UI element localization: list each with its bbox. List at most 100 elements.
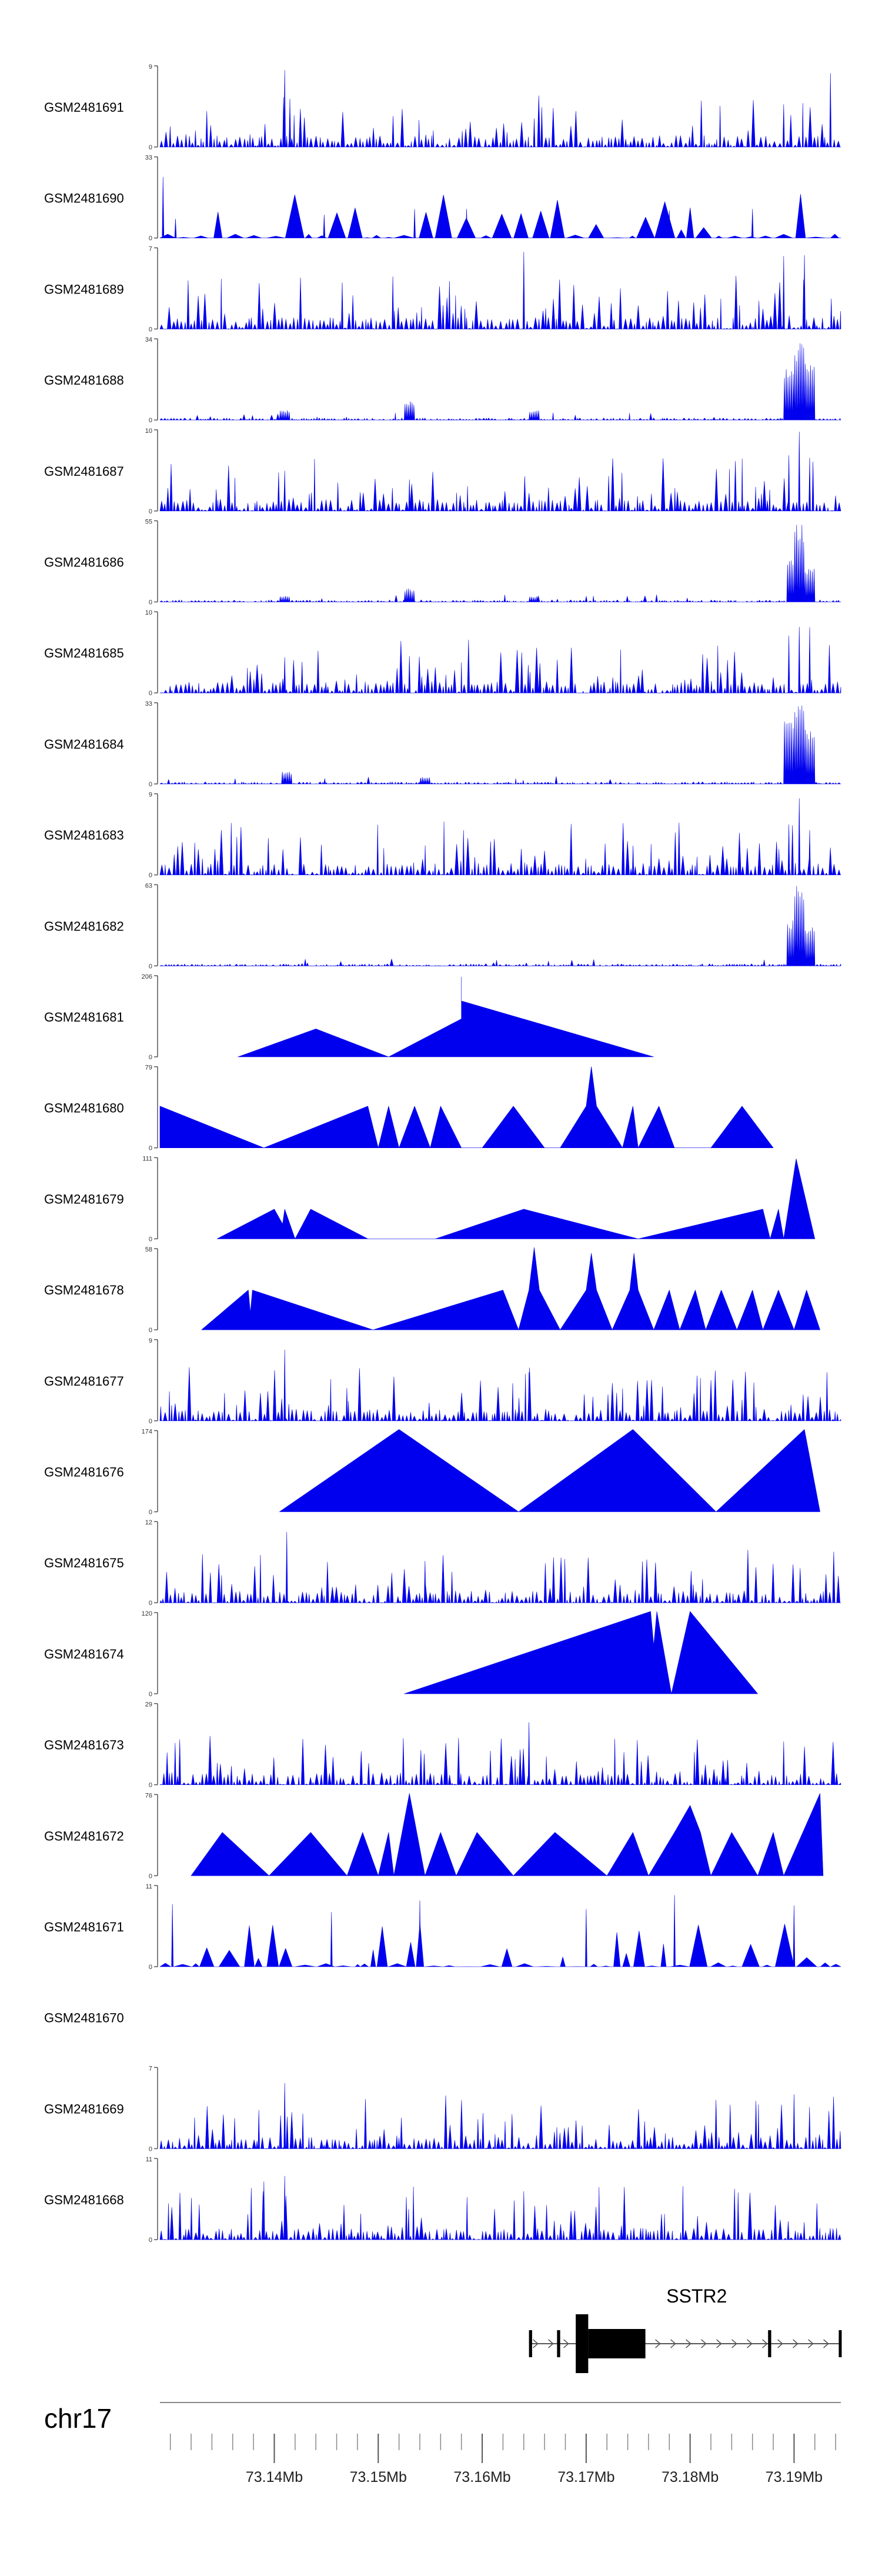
coverage-area xyxy=(159,176,841,239)
track-label: GSM2481685 xyxy=(44,646,124,660)
y-axis-max-label: 10 xyxy=(145,428,152,435)
track-label: GSM2481687 xyxy=(44,464,124,479)
strand-arrow-icon xyxy=(670,2339,676,2348)
y-axis-max-label: 34 xyxy=(145,336,152,343)
coverage-area xyxy=(159,798,841,875)
tracks-layer: GSM248169190GSM2481690330GSM248168970GSM… xyxy=(44,64,841,2244)
track-GSM2481688: GSM2481688 34 0 xyxy=(44,336,841,424)
coverage-area xyxy=(159,1066,774,1148)
y-axis-max-label: 79 xyxy=(145,1065,152,1072)
strand-arrow-icon xyxy=(655,2339,661,2348)
track-GSM2481681: GSM2481681 206 0 xyxy=(44,973,654,1061)
track-GSM2481671: GSM2481671 11 0 xyxy=(44,1883,841,1971)
coverage-area xyxy=(201,1247,820,1330)
strand-arrow-icon xyxy=(716,2339,722,2348)
coverage-area xyxy=(159,1531,841,1603)
y-axis-max-label: 206 xyxy=(142,973,152,980)
coverage-area xyxy=(159,626,841,693)
genome-tick-label: 73.14Mb xyxy=(246,2469,303,2485)
track-GSM2481691: GSM2481691 9 0 xyxy=(44,64,841,151)
strand-arrow-icon xyxy=(563,2339,569,2348)
y-axis-zero-label: 0 xyxy=(149,417,152,424)
genome-tick-label: 73.18Mb xyxy=(662,2469,719,2485)
gene-exon xyxy=(768,2330,771,2357)
gene-exon xyxy=(557,2330,560,2357)
genome-tick-label: 73.19Mb xyxy=(766,2469,823,2485)
track-GSM2481684: GSM2481684 33 0 xyxy=(44,700,841,788)
track-label: GSM2481670 xyxy=(44,2011,124,2026)
y-axis-max-label: 55 xyxy=(145,519,152,526)
track-label: GSM2481681 xyxy=(44,1010,124,1025)
strand-arrow-icon xyxy=(823,2339,829,2348)
y-axis-max-label: 11 xyxy=(146,1883,152,1890)
y-axis-zero-label: 0 xyxy=(149,1236,152,1243)
y-axis-zero-label: 0 xyxy=(149,1327,152,1334)
strand-arrow-icon xyxy=(747,2339,753,2348)
coverage-area xyxy=(159,886,841,966)
track-label: GSM2481671 xyxy=(44,1920,124,1934)
coverage-area xyxy=(238,976,654,1057)
genome-tick-label: 73.15Mb xyxy=(350,2469,407,2485)
coverage-area xyxy=(159,2175,841,2240)
gene-exon xyxy=(838,2330,842,2357)
y-axis-zero-label: 0 xyxy=(149,1964,152,1971)
coverage-area xyxy=(159,2083,841,2149)
strand-arrow-icon xyxy=(731,2339,737,2348)
gene-exon xyxy=(576,2314,589,2373)
coverage-area xyxy=(279,1429,820,1512)
track-GSM2481675: GSM2481675 12 0 xyxy=(44,1519,841,1607)
y-axis-zero-label: 0 xyxy=(149,2145,152,2153)
y-axis-zero-label: 0 xyxy=(149,1145,152,1152)
y-axis-max-label: 11 xyxy=(146,2156,152,2163)
y-axis-max-label: 33 xyxy=(145,155,152,162)
y-axis-zero-label: 0 xyxy=(149,1873,152,1880)
y-axis-max-label: 33 xyxy=(145,700,152,708)
track-label: GSM2481688 xyxy=(44,373,124,388)
y-axis-max-label: 7 xyxy=(149,2065,152,2072)
y-axis-zero-label: 0 xyxy=(149,508,152,515)
gene-name-label: SSTR2 xyxy=(666,2285,727,2307)
track-label: GSM2481679 xyxy=(44,1192,124,1206)
track-GSM2481669: GSM2481669 7 0 xyxy=(44,2065,841,2153)
track-GSM2481690: GSM2481690 33 0 xyxy=(44,155,841,242)
gene-exon xyxy=(529,2330,532,2357)
track-GSM2481683: GSM2481683 9 0 xyxy=(44,792,841,879)
y-axis-zero-label: 0 xyxy=(149,1782,152,1789)
strand-arrow-icon xyxy=(701,2339,707,2348)
track-GSM2481674: GSM2481674 120 0 xyxy=(44,1610,758,1698)
y-axis-max-label: 9 xyxy=(149,792,152,799)
track-GSM2481680: GSM2481680 79 0 xyxy=(44,1065,774,1152)
track-GSM2481687: GSM2481687 10 0 xyxy=(44,428,841,515)
genome-axis-layer: chr17 73.14Mb 73.15Mb 73.16Mb 73.17Mb 73.18M… xyxy=(44,2402,841,2485)
y-axis-zero-label: 0 xyxy=(149,1600,152,1607)
y-axis-max-label: 12 xyxy=(145,1519,152,1526)
y-axis-zero-label: 0 xyxy=(149,599,152,606)
y-axis-zero-label: 0 xyxy=(149,1691,152,1698)
track-label: GSM2481668 xyxy=(44,2193,124,2207)
track-label: GSM2481674 xyxy=(44,1647,124,1661)
track-label: GSM2481677 xyxy=(44,1374,124,1389)
y-axis-max-label: 120 xyxy=(142,1610,152,1617)
track-GSM2481678: GSM2481678 58 0 xyxy=(44,1246,820,1334)
coverage-area xyxy=(159,1722,841,1785)
y-axis-zero-label: 0 xyxy=(149,1509,152,1516)
strand-arrow-icon xyxy=(793,2339,799,2348)
coverage-area xyxy=(159,70,841,148)
y-axis-max-label: 29 xyxy=(145,1701,152,1709)
track-label: GSM2481686 xyxy=(44,555,124,570)
coverage-area xyxy=(159,431,841,512)
strand-arrow-icon xyxy=(777,2339,783,2348)
track-GSM2481685: GSM2481685 10 0 xyxy=(44,609,841,697)
track-label: GSM2481689 xyxy=(44,282,124,296)
strand-arrow-icon xyxy=(762,2339,768,2348)
y-axis-max-label: 63 xyxy=(145,882,152,889)
track-label: GSM2481682 xyxy=(44,919,124,933)
track-GSM2481677: GSM2481677 9 0 xyxy=(44,1337,841,1425)
y-axis-zero-label: 0 xyxy=(149,1054,152,1061)
coverage-area xyxy=(404,1611,758,1694)
track-label: GSM2481675 xyxy=(44,1556,124,1570)
y-axis-zero-label: 0 xyxy=(149,781,152,788)
track-label: GSM2481676 xyxy=(44,1465,124,1480)
y-axis-zero-label: 0 xyxy=(149,144,152,151)
